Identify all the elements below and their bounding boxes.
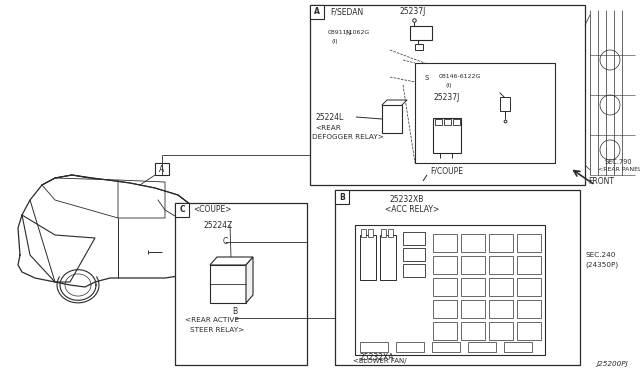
Text: (24350P): (24350P) [585,262,618,268]
Bar [433,256,457,274]
Bar [489,234,513,252]
Text: J25200PJ: J25200PJ [596,361,628,367]
Bar [517,256,541,274]
Bar [517,322,541,340]
Text: FRONT: FRONT [588,177,614,186]
Bar [461,256,485,274]
Bar [228,306,242,318]
Bar [489,300,513,318]
Text: 08146-6122G: 08146-6122G [439,74,481,78]
Bar [360,235,376,280]
Bar [433,322,457,340]
Bar [361,229,366,237]
Bar [489,322,513,340]
Text: C: C [222,237,228,247]
Text: F/SEDAN: F/SEDAN [330,7,364,16]
Text: 25232XB: 25232XB [390,196,424,205]
Bar [310,5,585,185]
Bar [155,163,169,175]
Text: DEFOGGER RELAY>: DEFOGGER RELAY> [312,134,384,140]
Bar [380,235,396,280]
Bar [415,63,555,163]
Bar [500,97,510,111]
Bar [381,229,386,237]
Text: SEC.240: SEC.240 [585,252,616,258]
Bar [432,342,460,352]
Text: 25224Z: 25224Z [203,221,232,230]
Text: A: A [159,164,164,173]
Bar [415,44,423,50]
Bar [489,278,513,296]
Bar [517,278,541,296]
Text: <COUPE>: <COUPE> [193,205,232,215]
Text: F/COUPE: F/COUPE [430,167,463,176]
Bar [360,342,388,352]
Bar [396,342,424,352]
Bar [403,232,425,245]
Bar [433,300,457,318]
Text: 25232XA: 25232XA [360,353,394,362]
Bar [517,300,541,318]
Bar [433,118,461,153]
Bar [218,236,232,248]
Bar [444,119,451,125]
Bar [210,265,246,303]
Bar [517,234,541,252]
Bar [310,5,324,19]
Bar [435,119,442,125]
Text: <REAR PANEL>: <REAR PANEL> [598,167,640,172]
Bar [461,300,485,318]
Text: SEC.790: SEC.790 [605,159,632,165]
Bar [355,225,545,355]
Text: (I): (I) [332,38,339,44]
Bar [461,322,485,340]
Text: A: A [314,7,320,16]
Text: 25237J: 25237J [400,7,426,16]
Text: <REAR: <REAR [315,125,340,131]
Bar [175,203,307,365]
Text: <ACC RELAY>: <ACC RELAY> [385,205,439,215]
Text: N: N [346,30,351,36]
Bar [468,342,496,352]
Text: S: S [425,75,429,81]
Bar [461,278,485,296]
Polygon shape [210,257,253,265]
Text: C: C [179,205,185,215]
Text: <BLOWER FAN/: <BLOWER FAN/ [353,358,406,364]
Text: 25224L: 25224L [315,112,343,122]
Bar [175,203,189,217]
Text: (I): (I) [445,83,452,87]
Polygon shape [246,257,253,303]
Bar [368,229,373,237]
Bar [403,264,425,277]
Bar [489,256,513,274]
Text: B: B [232,308,237,317]
Bar [461,234,485,252]
Bar [410,26,432,40]
Bar [433,234,457,252]
Text: 08911-1062G: 08911-1062G [328,31,371,35]
Bar [403,248,425,261]
Bar [382,105,402,133]
Text: STEER RELAY>: STEER RELAY> [190,327,244,333]
Bar [453,119,460,125]
Bar [388,229,393,237]
Bar [504,342,532,352]
Text: B: B [339,192,345,202]
Text: 25237J: 25237J [433,93,460,103]
Text: <REAR ACTIVE: <REAR ACTIVE [185,317,239,323]
Bar [433,278,457,296]
Bar [335,190,349,204]
Bar [335,190,580,365]
